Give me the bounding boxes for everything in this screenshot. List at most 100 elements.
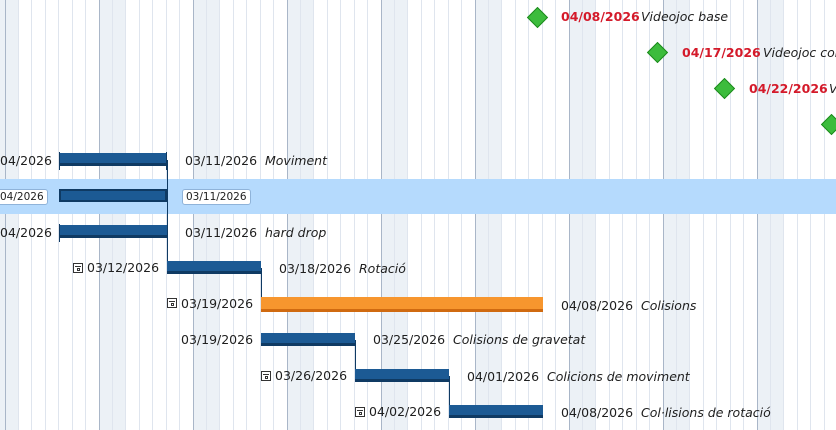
day-grid-line	[125, 0, 126, 430]
day-grid-line	[461, 0, 462, 430]
milestone-date: 04/17/2026	[682, 45, 761, 60]
calendar-icon	[167, 298, 177, 308]
task-end-date: 03/11/2026	[185, 225, 258, 240]
day-grid-line	[287, 0, 288, 430]
day-grid-line	[542, 0, 543, 430]
calendar-icon	[261, 371, 271, 381]
day-grid-line	[824, 0, 825, 430]
task-start-date: 04/2026	[0, 189, 48, 205]
task-bar[interactable]	[449, 405, 543, 418]
day-grid-line	[179, 0, 180, 430]
task-bar[interactable]	[59, 153, 167, 166]
day-grid-line	[703, 0, 704, 430]
task-name: Moviment	[265, 153, 327, 168]
milestone-diamond[interactable]	[526, 6, 549, 29]
day-grid-line	[300, 0, 301, 430]
day-grid-line	[810, 0, 811, 430]
day-grid-line	[112, 0, 113, 430]
day-grid-line	[45, 0, 46, 430]
day-grid-line	[139, 0, 140, 430]
task-bar[interactable]	[355, 369, 449, 382]
milestone-date: 04/22/2026	[749, 81, 828, 96]
task-start-date: 03/12/2026	[87, 260, 160, 275]
milestone-name: Videojoc base	[641, 9, 729, 24]
day-grid-line	[636, 0, 637, 430]
day-grid-line	[434, 0, 435, 430]
day-grid-line	[716, 0, 717, 430]
task-bar[interactable]	[59, 225, 167, 238]
task-name: Rotació	[359, 261, 406, 276]
task-end-date: 04/08/2026	[561, 405, 634, 420]
day-grid-line	[609, 0, 610, 430]
day-grid-line	[18, 0, 19, 430]
day-grid-line	[85, 0, 86, 430]
day-grid-line	[582, 0, 583, 430]
weekend-column	[570, 0, 596, 430]
day-grid-line	[475, 0, 476, 430]
day-grid-line	[515, 0, 516, 430]
task-end-date: 03/11/2026	[182, 189, 251, 205]
task-start-date: 03/19/2026	[181, 296, 254, 311]
milestone-name: V	[829, 81, 836, 97]
calendar-icon	[73, 263, 83, 273]
summary-task-bar[interactable]	[261, 297, 543, 312]
task-start-date: 04/2026	[0, 153, 52, 168]
day-grid-line	[327, 0, 328, 430]
day-grid-line	[233, 0, 234, 430]
dependency-line	[449, 376, 450, 412]
task-bar-selected[interactable]	[59, 189, 167, 202]
task-start-date: 04/2026	[0, 225, 52, 240]
weekend-column	[0, 0, 18, 430]
task-end-date: 03/11/2026	[185, 153, 258, 168]
day-grid-line	[595, 0, 596, 430]
day-grid-line	[448, 0, 449, 430]
task-bar[interactable]	[261, 333, 355, 346]
task-end-date: 03/18/2026	[279, 261, 352, 276]
day-grid-line	[99, 0, 100, 430]
weekend-column	[664, 0, 690, 430]
milestone-diamond[interactable]	[713, 77, 736, 100]
day-grid-line	[421, 0, 422, 430]
day-grid-line	[273, 0, 274, 430]
day-grid-line	[488, 0, 489, 430]
task-start-date: 03/26/2026	[275, 368, 348, 383]
day-grid-line	[783, 0, 784, 430]
day-grid-line	[193, 0, 194, 430]
day-grid-line	[407, 0, 408, 430]
milestone-name: Videojoc conn	[763, 45, 836, 60]
weekend-column	[382, 0, 408, 430]
task-start-date: 03/19/2026	[181, 332, 254, 347]
day-grid-line	[367, 0, 368, 430]
day-grid-line	[206, 0, 207, 430]
day-grid-line	[757, 0, 758, 430]
day-grid-line	[689, 0, 690, 430]
day-grid-line	[381, 0, 382, 430]
task-name: Col·lisions de rotació	[641, 405, 771, 420]
task-name: Colisions	[641, 298, 697, 313]
dependency-line	[355, 340, 356, 376]
task-bar[interactable]	[167, 261, 261, 274]
day-grid-line	[649, 0, 650, 430]
day-grid-line	[260, 0, 261, 430]
milestone-date: 04/08/2026	[561, 9, 640, 24]
day-grid-line	[354, 0, 355, 430]
weekend-column	[288, 0, 314, 430]
day-grid-line	[770, 0, 771, 430]
day-grid-line	[528, 0, 529, 430]
day-grid-line	[730, 0, 731, 430]
day-grid-line	[166, 0, 167, 430]
day-grid-line	[555, 0, 556, 430]
day-grid-line	[569, 0, 570, 430]
task-name: Colisions de gravetat	[453, 332, 586, 347]
task-end-date: 03/25/2026	[373, 332, 446, 347]
day-grid-line	[501, 0, 502, 430]
day-grid-line	[246, 0, 247, 430]
dependency-line	[261, 268, 262, 304]
day-grid-line	[743, 0, 744, 430]
day-grid-line	[152, 0, 153, 430]
task-start-date: 04/02/2026	[369, 404, 442, 419]
day-grid-line	[219, 0, 220, 430]
task-name: Colicions de moviment	[547, 369, 690, 384]
day-grid-line	[622, 0, 623, 430]
bar-start-cap	[59, 224, 60, 242]
